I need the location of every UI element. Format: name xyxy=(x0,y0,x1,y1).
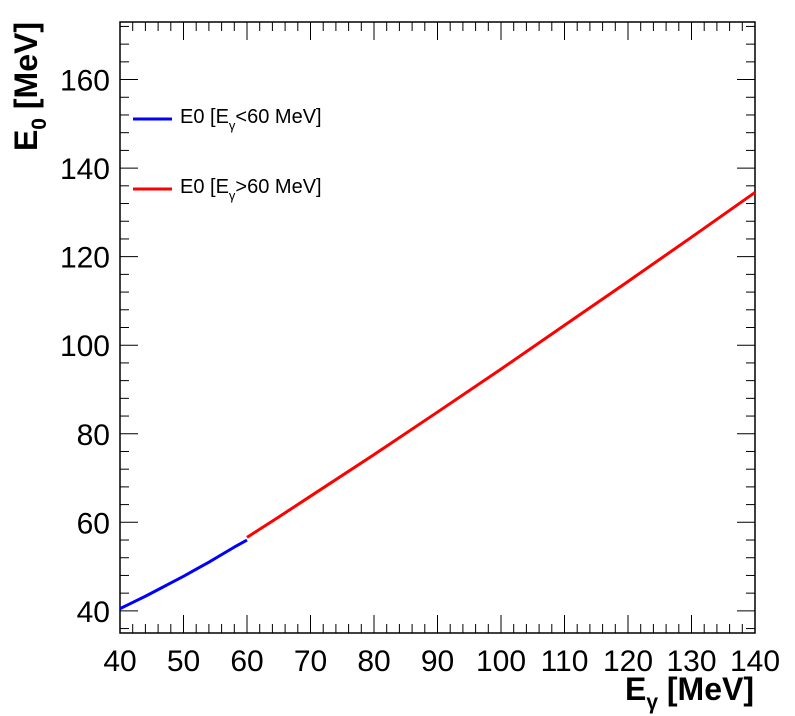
x-tick-label: 70 xyxy=(294,645,327,678)
x-tick-label: 140 xyxy=(730,645,780,678)
y-tick-label: 140 xyxy=(60,153,110,186)
legend: E0 [Eγ<60 MeV] E0 [Eγ>60 MeV] xyxy=(133,106,322,203)
series-line-0 xyxy=(119,538,248,610)
axis-ticks xyxy=(119,22,756,633)
series-line-1 xyxy=(246,191,756,539)
x-tick-label: 50 xyxy=(167,645,200,678)
x-tick-label: 120 xyxy=(603,645,653,678)
legend-entry-1: E0 [Eγ>60 MeV] xyxy=(180,176,322,203)
y-tick-label: 40 xyxy=(77,596,110,629)
x-tick-label: 110 xyxy=(541,645,589,678)
y-tick-label: 80 xyxy=(77,419,110,452)
x-tick-label: 90 xyxy=(421,645,454,678)
x-tick-label: 60 xyxy=(230,645,263,678)
x-tick-label: 100 xyxy=(476,645,526,678)
y-axis-title: E0 [MeV] xyxy=(8,22,51,151)
tick-labels: 40 50 60 70 80 90 100 110 120 130 140 40 60 80 100 120 1… xyxy=(60,65,780,678)
x-tick-label: 40 xyxy=(103,645,136,678)
series-lines xyxy=(119,191,756,610)
x-tick-label: 80 xyxy=(357,645,390,678)
y-tick-label: 100 xyxy=(60,330,110,363)
y-tick-label: 60 xyxy=(77,507,110,540)
x-axis-title: Eγ [MeV] xyxy=(625,671,754,714)
legend-entry-0: E0 [Eγ<60 MeV] xyxy=(180,106,322,133)
y-tick-label: 160 xyxy=(60,65,110,98)
x-tick-label: 130 xyxy=(666,645,716,678)
y-tick-label: 120 xyxy=(60,242,110,275)
